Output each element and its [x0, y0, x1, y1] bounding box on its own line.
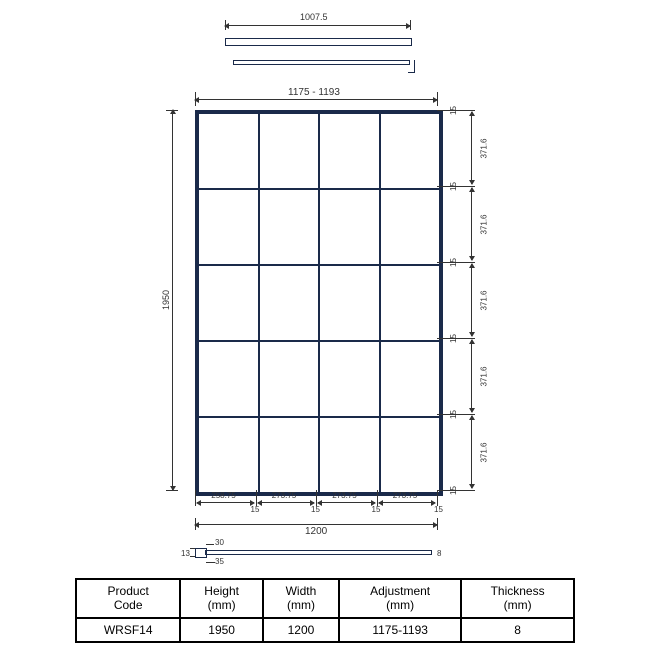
dim-row-height-value: 371.6 — [480, 138, 489, 158]
dim-col-mullion-value: 15 — [434, 505, 443, 514]
dim-col-width-value: 273.75 — [332, 491, 356, 500]
panel-cell — [259, 189, 320, 265]
panel-cell — [259, 265, 320, 341]
tick — [190, 556, 195, 557]
tick — [437, 92, 438, 106]
tick — [195, 92, 196, 106]
panel-cell — [319, 341, 380, 417]
dim-col-width-value: 273.75 — [393, 491, 417, 500]
dim-row-height — [471, 188, 472, 260]
dim-row-height-value: 371.6 — [480, 442, 489, 462]
panel-cell — [259, 341, 320, 417]
dim-row-height — [471, 264, 472, 336]
panel-cell — [319, 417, 380, 493]
table-header-cell: Width(mm) — [263, 579, 339, 618]
dim-col-width — [258, 502, 315, 503]
panel-cell — [259, 417, 320, 493]
profile-bar — [205, 550, 432, 555]
dim-total-width — [195, 524, 437, 525]
dim-13: 13 — [181, 549, 190, 558]
panel-cell — [319, 113, 380, 189]
dim-row-height — [471, 112, 472, 184]
top-rail — [225, 38, 412, 46]
tick — [437, 518, 438, 530]
dim-col-mullion-value: 15 — [251, 505, 260, 514]
dim-mullion-value: 15 — [449, 106, 458, 115]
tick — [410, 20, 411, 30]
diagram-container: { "top_dim": { "value": "1007.5", "bar_w… — [0, 0, 650, 650]
dim-col-width-value: 258.75 — [211, 491, 235, 500]
table-data-cell: 1200 — [263, 618, 339, 642]
top-rail-2 — [233, 60, 410, 65]
dim-width-range-value: 1175 - 1193 — [288, 87, 340, 98]
dim-top-value: 1007.5 — [300, 12, 328, 22]
dim-col-width — [197, 502, 254, 503]
tick — [166, 110, 178, 111]
dim-mullion-value: 15 — [449, 258, 458, 267]
dim-row-height-value: 371.6 — [480, 290, 489, 310]
dim-mullion-value: 15 — [449, 410, 458, 419]
dim-mullion-value: 15 — [449, 182, 458, 191]
panel-cell — [198, 341, 259, 417]
dim-row-height-value: 371.6 — [480, 214, 489, 234]
dim-mullion-value: 15 — [449, 486, 458, 495]
tick — [225, 20, 226, 30]
table-data-cell: 1950 — [180, 618, 262, 642]
panel-cell — [319, 265, 380, 341]
table-header-cell: Height(mm) — [180, 579, 262, 618]
tick — [195, 490, 196, 506]
dim-8: 8 — [437, 549, 441, 558]
panel-cell — [259, 113, 320, 189]
table-data-row: WRSF14195012001175-11938 — [76, 618, 574, 642]
tick — [437, 490, 438, 506]
tick — [256, 490, 257, 506]
dim-top-bracket — [225, 25, 410, 26]
table-data-cell: 8 — [461, 618, 574, 642]
panel-cell — [380, 113, 441, 189]
table-header-row: ProductCodeHeight(mm)Width(mm)Adjustment… — [76, 579, 574, 618]
dim-30: 30 — [215, 538, 224, 547]
dim-total-width-value: 1200 — [305, 526, 327, 537]
dim-mullion-value: 15 — [449, 334, 458, 343]
dim-row-height-value: 371.6 — [480, 366, 489, 386]
dim-row-height — [471, 416, 472, 488]
tick — [377, 490, 378, 506]
panel-cell — [380, 189, 441, 265]
panel-cell — [198, 189, 259, 265]
table-header-cell: ProductCode — [76, 579, 180, 618]
dim-col-width-value: 273.75 — [272, 491, 296, 500]
panel-cell — [380, 417, 441, 493]
dim-col-width — [379, 502, 436, 503]
spec-table: ProductCodeHeight(mm)Width(mm)Adjustment… — [75, 578, 575, 643]
panel-cell — [198, 265, 259, 341]
dim-height — [172, 110, 173, 490]
dim-col-mullion-value: 15 — [372, 505, 381, 514]
rail-hook — [408, 60, 415, 73]
tick — [190, 548, 195, 549]
tick — [316, 490, 317, 506]
dim-35: 35 — [215, 557, 224, 566]
prof-dim-35 — [206, 562, 215, 563]
panel-cell — [380, 265, 441, 341]
tick — [195, 518, 196, 530]
prof-dim-30 — [206, 544, 214, 545]
tick — [166, 490, 178, 491]
table-header-cell: Thickness(mm) — [461, 579, 574, 618]
table-data-cell: WRSF14 — [76, 618, 180, 642]
panel-cell — [198, 417, 259, 493]
panel-grid — [195, 110, 443, 496]
dim-col-mullion-value: 15 — [311, 505, 320, 514]
panel-cell — [198, 113, 259, 189]
dim-width-range — [195, 99, 437, 100]
panel-cell — [380, 341, 441, 417]
dim-col-width — [318, 502, 375, 503]
table-data-cell: 1175-1193 — [339, 618, 461, 642]
dim-row-height — [471, 340, 472, 412]
dim-height-value: 1950 — [161, 290, 171, 310]
table-header-cell: Adjustment(mm) — [339, 579, 461, 618]
panel-cell — [319, 189, 380, 265]
